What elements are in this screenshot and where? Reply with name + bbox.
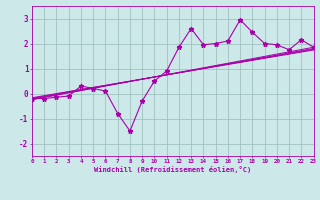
X-axis label: Windchill (Refroidissement éolien,°C): Windchill (Refroidissement éolien,°C) (94, 166, 252, 173)
